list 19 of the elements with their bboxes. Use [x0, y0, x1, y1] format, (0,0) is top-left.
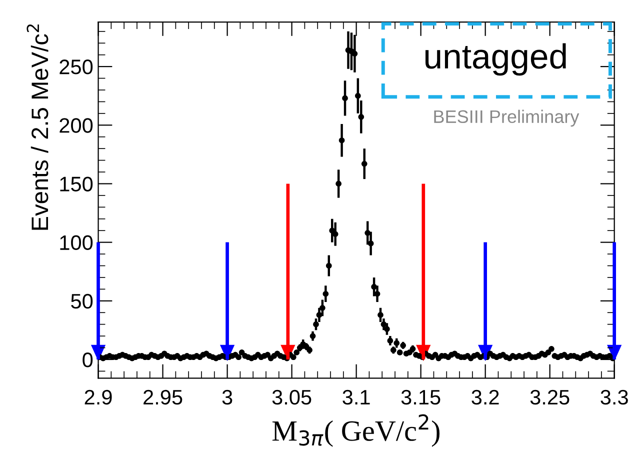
y-tick-label: 200	[60, 118, 93, 133]
x-tick-label: 2.9	[84, 390, 112, 405]
x-tick-label: 2.95	[144, 390, 182, 405]
y-axis-title: Events / 2.5 MeV/c$^{2}$	[26, 24, 48, 230]
y-tick-label: 50	[71, 294, 93, 309]
x-tick-label: 3	[222, 390, 232, 405]
y-tick-label: 100	[60, 235, 93, 250]
y-tick-label: 150	[60, 176, 93, 192]
annotation: BESIII Preliminary	[434, 110, 580, 127]
y-tick-label: 250	[60, 60, 93, 74]
annotation: untagged	[426, 43, 566, 76]
x-tick-label: 3.05	[272, 390, 312, 405]
x-tick-label: 3.25	[530, 390, 570, 405]
x-tick-label: 3.15	[401, 390, 440, 405]
x-tick-label: 3.2	[472, 390, 499, 405]
x-tick-label: 3.3	[600, 390, 628, 405]
y-tick-label: 0	[82, 352, 93, 368]
x-axis-title: M$_{3π}$( GeV/c$^{2}$)	[272, 414, 440, 447]
x-tick-label: 3.1	[342, 390, 370, 405]
